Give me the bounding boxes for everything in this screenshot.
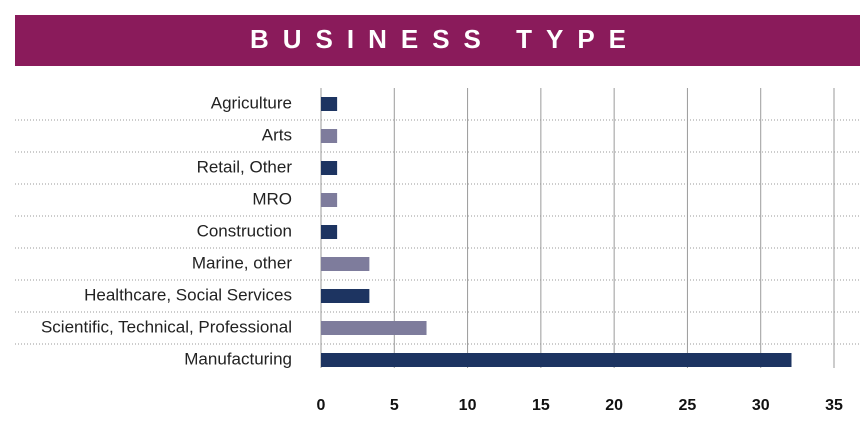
x-tick-label: 0: [317, 397, 326, 414]
y-tick-label: MRO: [252, 189, 292, 208]
bar: [321, 161, 338, 175]
chart-title: BUSINESS TYPE: [250, 24, 640, 54]
bar: [321, 129, 338, 143]
x-tick-label: 25: [679, 397, 697, 414]
y-tick-label: Scientific, Technical, Professional: [41, 317, 292, 336]
y-tick-label: Arts: [262, 125, 292, 144]
bar: [321, 225, 338, 239]
bar: [321, 321, 427, 335]
bar: [321, 193, 338, 207]
y-tick-label: Retail, Other: [197, 157, 293, 176]
bar: [321, 97, 338, 111]
x-tick-label: 20: [605, 397, 623, 414]
bar: [321, 257, 370, 271]
x-tick-label: 5: [390, 397, 399, 414]
bar: [321, 289, 370, 303]
y-tick-label: Agriculture: [211, 93, 292, 112]
x-tick-label: 30: [752, 397, 770, 414]
y-tick-label: Healthcare, Social Services: [84, 285, 292, 304]
title-banner: [15, 15, 860, 66]
y-tick-label: Manufacturing: [184, 349, 292, 368]
x-tick-label: 15: [532, 397, 550, 414]
x-tick-label: 10: [459, 397, 477, 414]
bar: [321, 353, 792, 367]
y-tick-label: Marine, other: [192, 253, 292, 272]
y-tick-label: Construction: [197, 221, 292, 240]
x-tick-label: 35: [825, 397, 843, 414]
